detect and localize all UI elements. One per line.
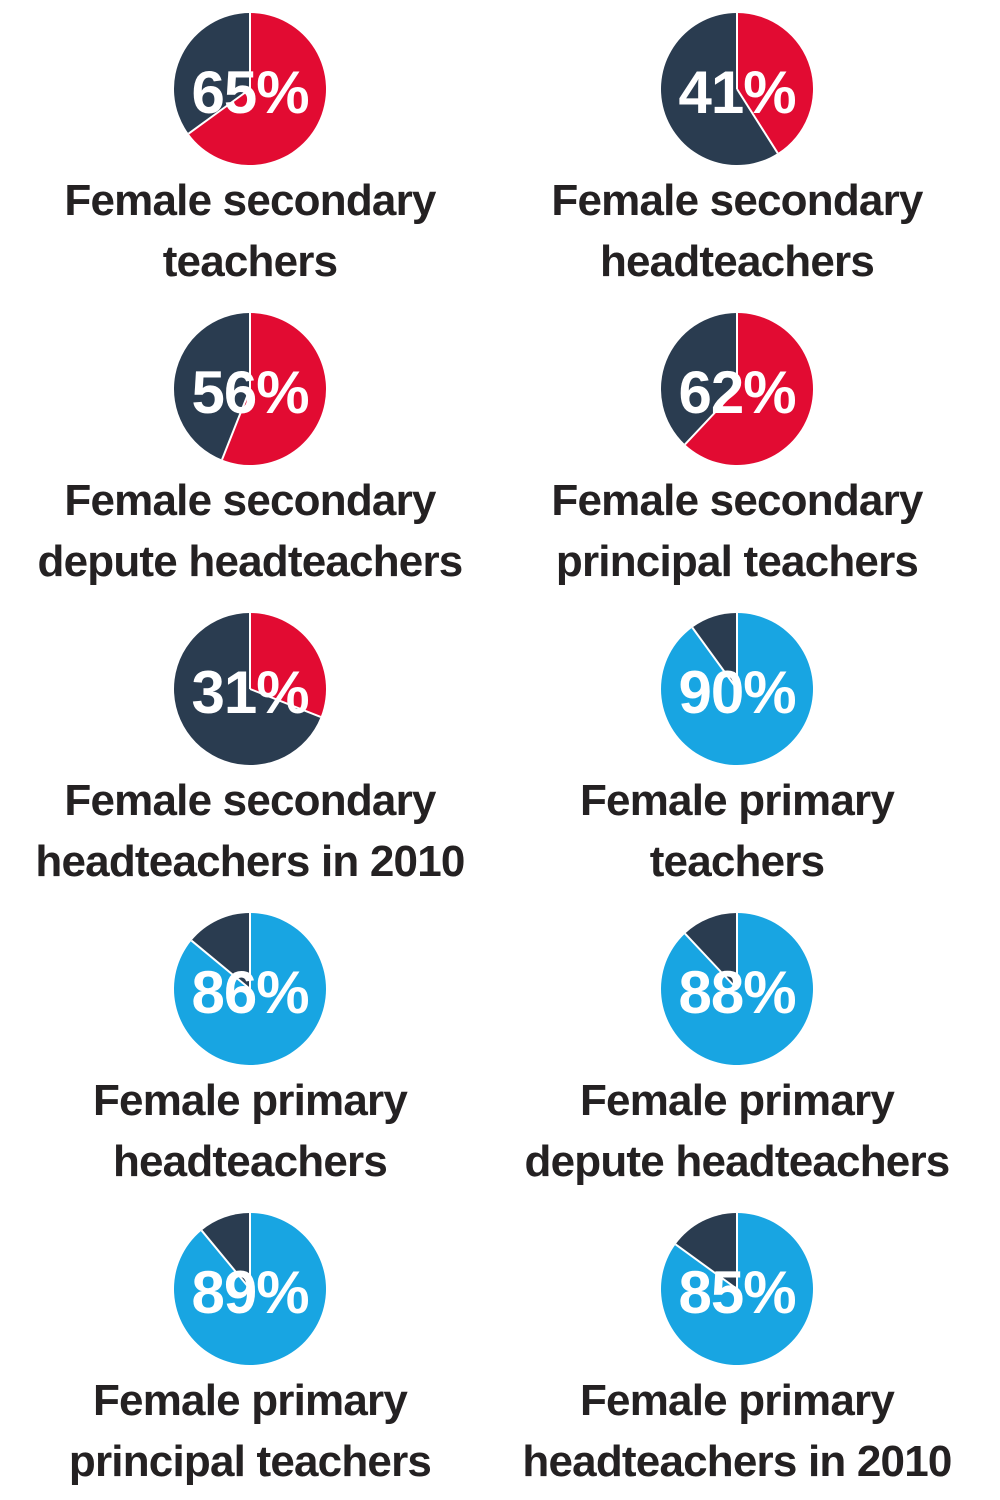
caption-line-1: Female secondary <box>551 476 923 525</box>
pie-caption: Female secondary teachers <box>64 170 436 292</box>
pie-svg <box>661 913 813 1065</box>
pie-value-label: 90% <box>678 659 796 726</box>
pie-cell-primary-teachers: 90% Female primary teachers <box>487 600 987 900</box>
pie-svg <box>661 1213 813 1365</box>
pie-svg <box>661 313 813 465</box>
pie-value-label: 65% <box>191 59 309 126</box>
pie-chart: 89% <box>174 1213 326 1365</box>
pie-svg <box>174 13 326 165</box>
pie-cell-secondary-headteachers: 41% Female secondary headteachers <box>487 0 987 300</box>
pie-svg <box>174 913 326 1065</box>
pie-value-label: 31% <box>191 659 309 726</box>
pie-caption: Female secondary headteachers in 2010 <box>35 770 465 892</box>
pie-caption: Female primary teachers <box>579 770 895 892</box>
caption-line-1: Female primary <box>579 776 895 825</box>
pie-value-label: 62% <box>678 359 796 426</box>
caption-line-2: headteachers <box>599 237 875 286</box>
pie-svg <box>661 613 813 765</box>
caption-line-2: principal teachers <box>68 1437 432 1486</box>
pie-value-label: 86% <box>191 959 309 1026</box>
pie-chart: 65% <box>174 13 326 165</box>
caption-line-2: teachers <box>162 237 338 286</box>
pie-chart: 86% <box>174 913 326 1065</box>
pie-chart: 90% <box>661 613 813 765</box>
caption-line-2: headteachers in 2010 <box>522 1437 952 1486</box>
pie-cell-primary-headteachers-2010: 85% Female primary headteachers in 2010 <box>487 1200 987 1500</box>
caption-line-2: headteachers <box>112 1137 388 1186</box>
pie-cell-secondary-headteachers-2010: 31% Female secondary headteachers in 201… <box>0 600 500 900</box>
caption-line-2: depute headteachers <box>524 1137 951 1186</box>
pie-chart: 41% <box>661 13 813 165</box>
pie-svg <box>174 1213 326 1365</box>
pie-caption: Female primary principal teachers <box>68 1370 432 1492</box>
pie-cell-primary-depute-headteachers: 88% Female primary depute headteachers <box>487 900 987 1200</box>
pie-svg <box>174 613 326 765</box>
pie-caption: Female primary depute headteachers <box>524 1070 951 1192</box>
pie-value-label: 89% <box>191 1259 309 1326</box>
pie-value-label: 41% <box>678 59 796 126</box>
pie-caption: Female secondary headteachers <box>551 170 923 292</box>
caption-line-2: principal teachers <box>555 537 919 586</box>
caption-line-1: Female secondary <box>64 776 436 825</box>
caption-line-2: headteachers in 2010 <box>35 837 465 886</box>
caption-line-2: depute headteachers <box>37 537 464 586</box>
pie-chart: 56% <box>174 313 326 465</box>
pie-cell-secondary-principal-teachers: 62% Female secondary principal teachers <box>487 300 987 600</box>
caption-line-2: teachers <box>649 837 825 886</box>
pie-chart: 31% <box>174 613 326 765</box>
pie-cell-secondary-depute-headteachers: 56% Female secondary depute headteachers <box>0 300 500 600</box>
caption-line-1: Female primary <box>579 1376 895 1425</box>
pie-cell-secondary-teachers: 65% Female secondary teachers <box>0 0 500 300</box>
pie-svg <box>174 313 326 465</box>
caption-line-1: Female secondary <box>64 176 436 225</box>
caption-line-1: Female primary <box>92 1076 408 1125</box>
pie-caption: Female secondary depute headteachers <box>37 470 464 592</box>
pie-value-label: 85% <box>678 1259 796 1326</box>
pie-chart: 85% <box>661 1213 813 1365</box>
caption-line-1: Female primary <box>579 1076 895 1125</box>
pie-svg <box>661 13 813 165</box>
pie-cell-primary-headteachers: 86% Female primary headteachers <box>0 900 500 1200</box>
pie-cell-primary-principal-teachers: 89% Female primary principal teachers <box>0 1200 500 1500</box>
pie-caption: Female primary headteachers <box>92 1070 408 1192</box>
caption-line-1: Female secondary <box>64 476 436 525</box>
pie-chart: 62% <box>661 313 813 465</box>
pie-chart: 88% <box>661 913 813 1065</box>
pie-value-label: 88% <box>678 959 796 1026</box>
caption-line-1: Female secondary <box>551 176 923 225</box>
pie-caption: Female primary headteachers in 2010 <box>522 1370 952 1492</box>
pie-caption: Female secondary principal teachers <box>551 470 923 592</box>
pie-value-label: 56% <box>191 359 309 426</box>
caption-line-1: Female primary <box>92 1376 408 1425</box>
